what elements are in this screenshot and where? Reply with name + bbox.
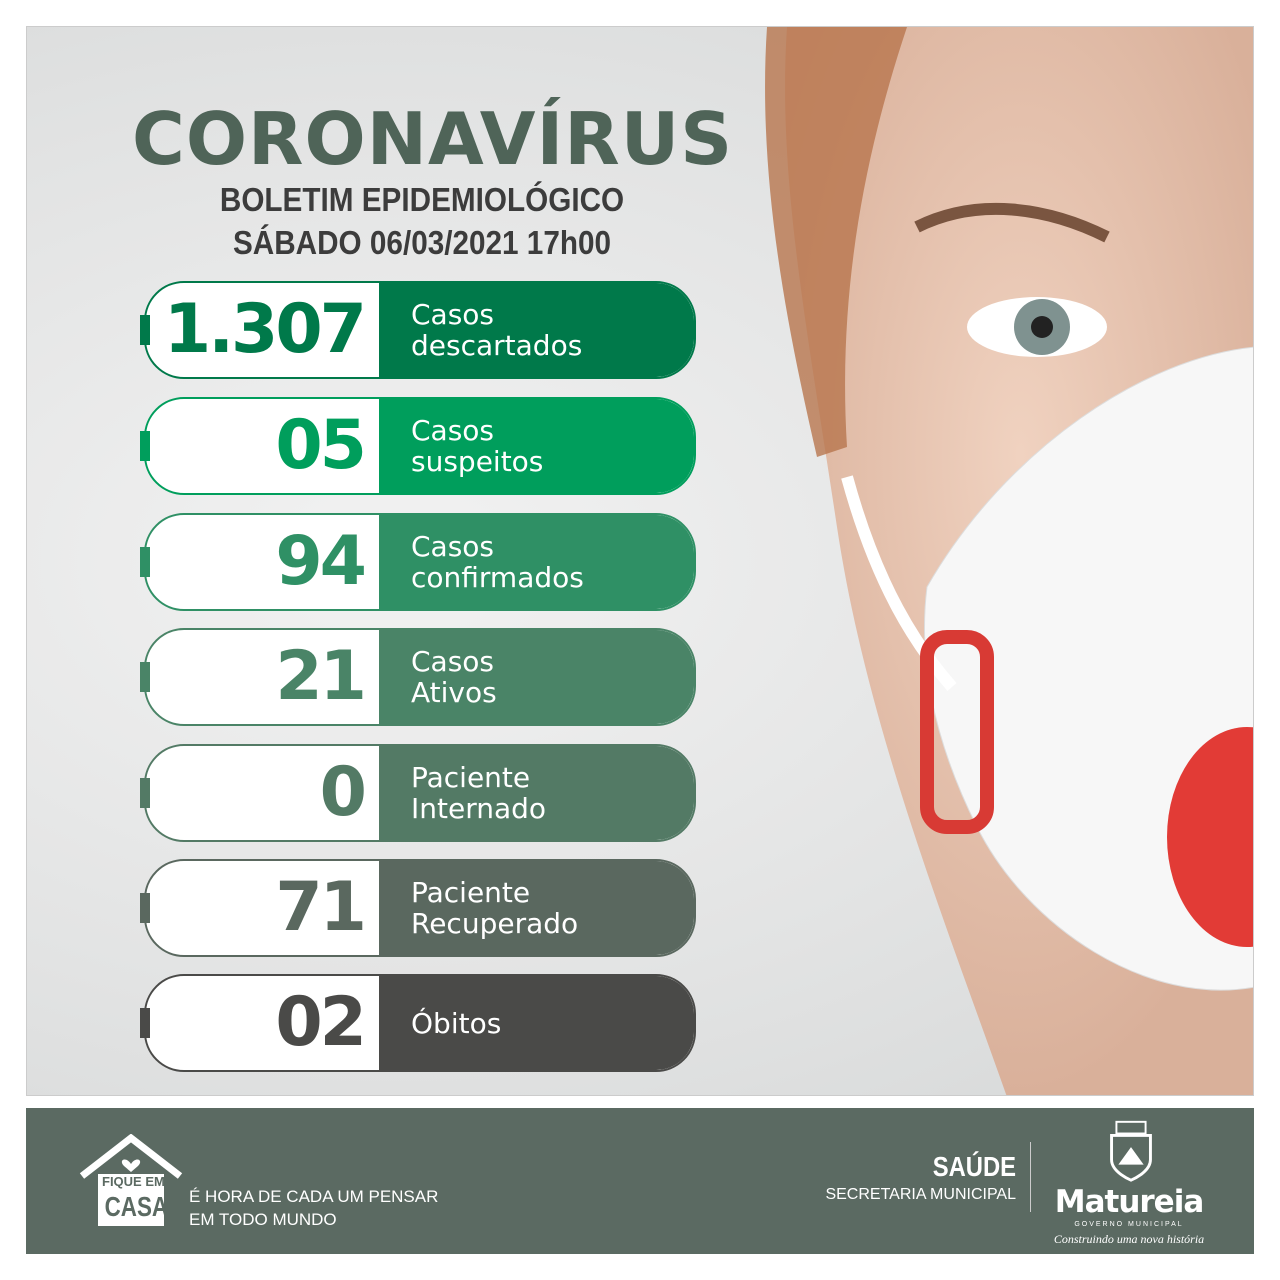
stat-value: 94 (275, 522, 367, 601)
stat-value: 1.307 (163, 290, 367, 369)
stat-card: 05 Casos suspeitos (144, 397, 696, 495)
stat-value: 05 (275, 406, 367, 485)
house-bottom-text: CASA (104, 1191, 169, 1222)
stat-label-line2: Recuperado (411, 907, 579, 940)
bulletin-date: SÁBADO 06/03/2021 17h00 (232, 224, 612, 261)
stat-label-line2: Internado (411, 792, 547, 825)
card-tab-marker (140, 431, 150, 461)
dept-title: SAÚDE (932, 1151, 1016, 1182)
city-coat-of-arms-logo (1110, 1120, 1152, 1182)
stat-card: 1.307 Casos descartados (144, 281, 696, 379)
stat-label: Casos confirmados (379, 515, 694, 609)
stat-card: 0 Paciente Internado (144, 744, 696, 842)
slogan-line1: É HORA DE CADA UM PENSAR (189, 1187, 439, 1206)
footer: FIQUE EM CASA É HORA DE CADA UM PENSAR E… (26, 1108, 1254, 1254)
card-tab-marker (140, 662, 150, 692)
stat-value: 71 (275, 868, 367, 947)
stat-card: 02 Óbitos (144, 974, 696, 1072)
stat-label-line1: Casos (411, 530, 495, 563)
house-top-text: FIQUE EM (102, 1174, 165, 1189)
stat-label: Paciente Internado (379, 746, 694, 840)
stat-label-line1: Casos (411, 645, 495, 678)
stat-label-line2: descartados (411, 329, 583, 362)
page-title: CORONAVÍRUS (132, 97, 734, 181)
stat-card: 94 Casos confirmados (144, 513, 696, 611)
stat-value: 21 (275, 637, 367, 716)
stat-label: Casos suspeitos (379, 399, 694, 493)
stat-label: Casos descartados (379, 283, 694, 377)
card-tab-marker (140, 315, 150, 345)
stat-value: 0 (319, 753, 367, 832)
card-tab-marker (140, 778, 150, 808)
stat-value: 02 (275, 983, 367, 1062)
card-tab-marker (140, 893, 150, 923)
house-icon (79, 1134, 183, 1226)
stat-label-line1: Óbitos (411, 1006, 502, 1040)
city-subtitle: GOVERNO MUNICIPAL (1074, 1221, 1184, 1228)
stat-label-line1: Casos (411, 414, 495, 447)
stat-card: 71 Paciente Recuperado (144, 859, 696, 957)
stat-label-line1: Paciente (411, 876, 531, 909)
stat-label-line1: Paciente (411, 761, 531, 794)
stat-label-line2: suspeitos (411, 445, 544, 478)
divider (1030, 1142, 1031, 1212)
card-tab-marker (140, 547, 150, 577)
stat-label-line2: confirmados (411, 561, 584, 594)
stat-label: Casos Ativos (379, 630, 694, 724)
masked-woman-photo (765, 27, 1253, 1095)
city-name: Matureia (1054, 1184, 1205, 1220)
slogan-line2: EM TODO MUNDO (189, 1210, 337, 1229)
page-subtitle: BOLETIM EPIDEMIOLÓGICO (219, 181, 625, 218)
card-tab-marker (140, 1008, 150, 1038)
bulletin-panel: CORONAVÍRUS BOLETIM EPIDEMIOLÓGICO SÁBAD… (26, 26, 1254, 1096)
dept-subtitle: SECRETARIA MUNICIPAL (825, 1186, 1016, 1203)
stat-label: Óbitos (379, 976, 694, 1070)
stat-label-line1: Casos (411, 298, 495, 331)
stat-label: Paciente Recuperado (379, 861, 694, 955)
stat-label-line2: Ativos (411, 676, 497, 709)
stat-card: 21 Casos Ativos (144, 628, 696, 726)
city-motto: Construindo uma nova história (1053, 1232, 1205, 1246)
